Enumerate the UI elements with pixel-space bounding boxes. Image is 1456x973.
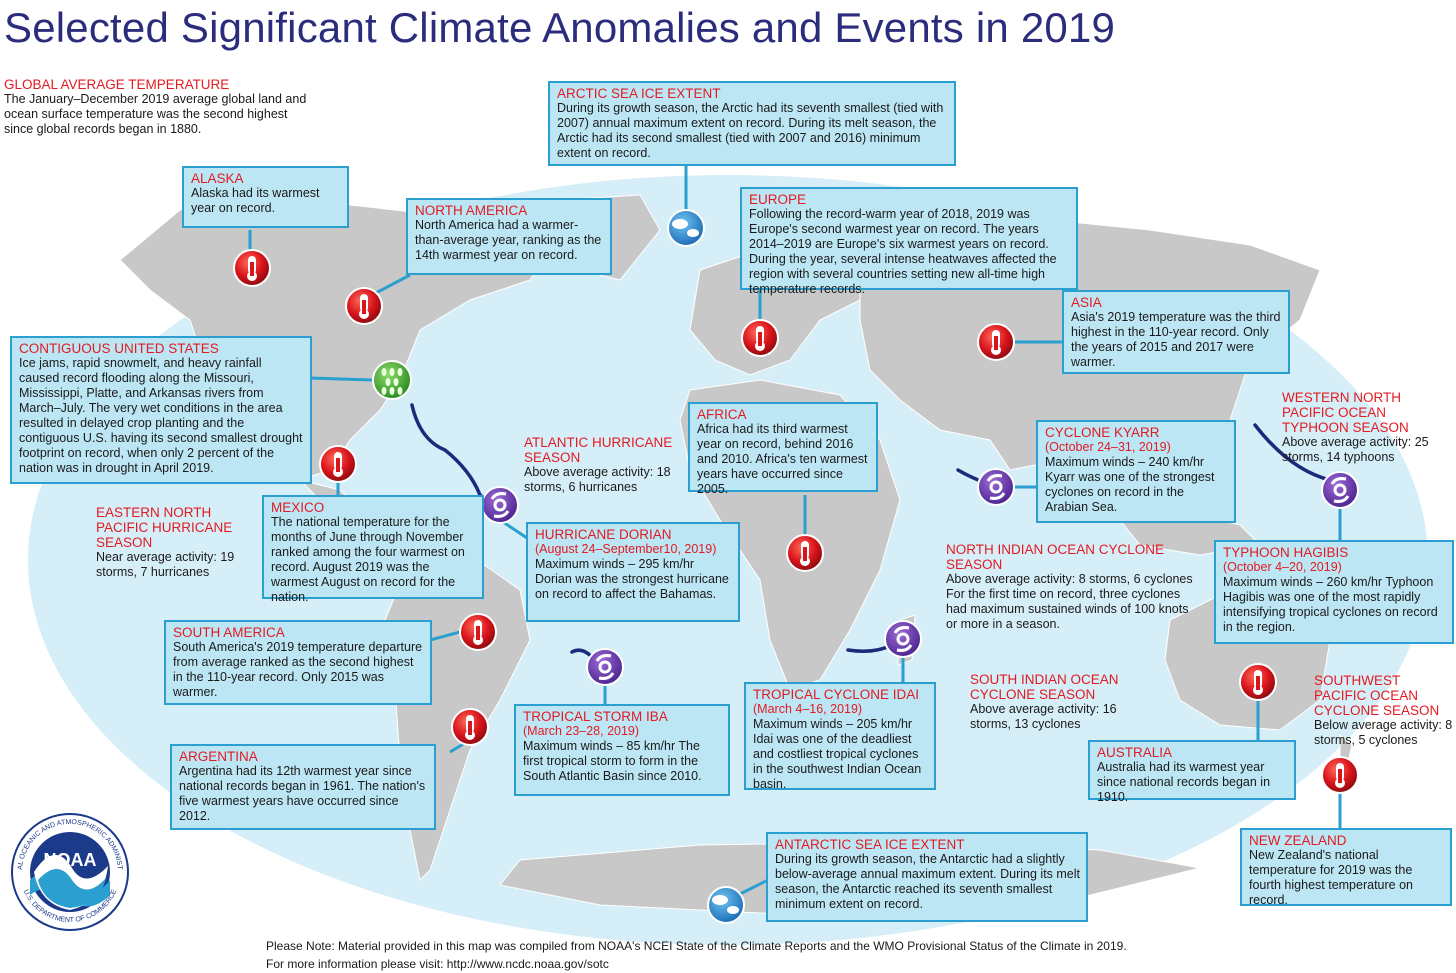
europe-callout: EUROPE Following the record-warm year of…	[740, 187, 1078, 296]
tropical-cyclone-icon	[586, 648, 624, 686]
tropical-cyclone-icon	[481, 486, 519, 524]
connector	[429, 630, 461, 642]
thermometer-warm-icon	[233, 249, 271, 287]
cyclone-kyarr-callout: CYCLONE KYARR (October 24–31, 2019) Maxi…	[1036, 420, 1236, 523]
thermometer-warm-icon	[786, 534, 824, 572]
south-indian-note: SOUTH INDIAN OCEAN CYCLONE SEASON Above …	[970, 672, 1119, 731]
thermometer-warm-icon	[319, 445, 357, 483]
tropical-cyclone-idai-callout: TROPICAL CYCLONE IDAI (March 4–16, 2019)…	[744, 682, 936, 791]
connector	[499, 518, 531, 542]
thermometer-warm-icon	[1321, 756, 1359, 794]
sea-ice-icon	[707, 886, 745, 924]
thermometer-warm-icon	[741, 319, 779, 357]
south-america-callout: SOUTH AMERICA South America's 2019 tempe…	[164, 620, 432, 705]
footer-source: Please Note: Material provided in this m…	[266, 939, 1127, 953]
southwest-pacific-note: SOUTHWEST PACIFIC OCEAN CYCLONE SEASON B…	[1314, 673, 1453, 747]
thermometer-warm-icon	[345, 287, 383, 325]
tropical-cyclone-icon	[977, 468, 1015, 506]
tropical-cyclone-icon	[884, 620, 922, 658]
noaa-wordmark: NOAA	[44, 850, 97, 870]
contiguous-us-callout: CONTIGUOUS UNITED STATES Ice jams, rapid…	[10, 336, 312, 484]
atlantic-hurricane-note: ATLANTIC HURRICANE SEASON Above average …	[524, 435, 673, 494]
footer-note: Please Note: Material provided in this m…	[266, 937, 1127, 973]
thermometer-warm-icon	[1239, 663, 1277, 701]
north-indian-note: NORTH INDIAN OCEAN CYCLONE SEASON Above …	[946, 542, 1193, 631]
new-zealand-callout: NEW ZEALAND New Zealand's national tempe…	[1240, 828, 1452, 907]
hurricane-dorian-callout: HURRICANE DORIAN (August 24–September10,…	[526, 522, 740, 622]
western-pacific-note: WESTERN NORTH PACIFIC OCEAN TYPHOON SEAS…	[1282, 390, 1429, 464]
asia-callout: ASIA Asia's 2019 temperature was the thi…	[1062, 290, 1290, 374]
connector	[737, 878, 769, 897]
tropical-cyclone-icon	[1321, 471, 1359, 509]
sea-ice-icon	[667, 209, 705, 247]
australia-callout: AUSTRALIA Australia had its warmest year…	[1088, 740, 1296, 804]
typhoon-hagibis-callout: TYPHOON HAGIBIS (October 4–20, 2019) Max…	[1214, 540, 1454, 644]
thermometer-warm-icon	[451, 708, 489, 746]
mexico-callout: MEXICO The national temperature for the …	[262, 495, 484, 604]
eastern-pacific-note: EASTERN NORTH PACIFIC HURRICANE SEASON N…	[96, 505, 235, 579]
antarctic-sea-ice-callout: ANTARCTIC SEA ICE EXTENT During its grow…	[766, 832, 1088, 922]
dorian-track	[410, 403, 494, 507]
north-america-callout: NORTH AMERICA North America had a warmer…	[406, 198, 612, 275]
connector	[309, 376, 373, 382]
connector	[371, 273, 411, 297]
thermometer-warm-icon	[977, 323, 1015, 361]
global-temperature-note: GLOBAL AVERAGE TEMPERATURE The January–D…	[4, 77, 307, 136]
arctic-sea-ice-callout: ARCTIC SEA ICE EXTENT During its growth …	[548, 81, 956, 166]
page-title: Selected Significant Climate Anomalies a…	[4, 4, 1116, 51]
rain-flood-icon	[372, 360, 412, 400]
africa-callout: AFRICA Africa had its third warmest year…	[688, 402, 878, 496]
tropical-storm-iba-callout: TROPICAL STORM IBA (March 23–28, 2019) M…	[514, 704, 730, 796]
argentina-callout: ARGENTINA Argentina had its 12th warmest…	[170, 744, 436, 830]
footer-link[interactable]: For more information please visit: http:…	[266, 957, 609, 971]
alaska-callout: ALASKA Alaska had its warmest year on re…	[182, 166, 349, 228]
thermometer-warm-icon	[459, 613, 497, 651]
